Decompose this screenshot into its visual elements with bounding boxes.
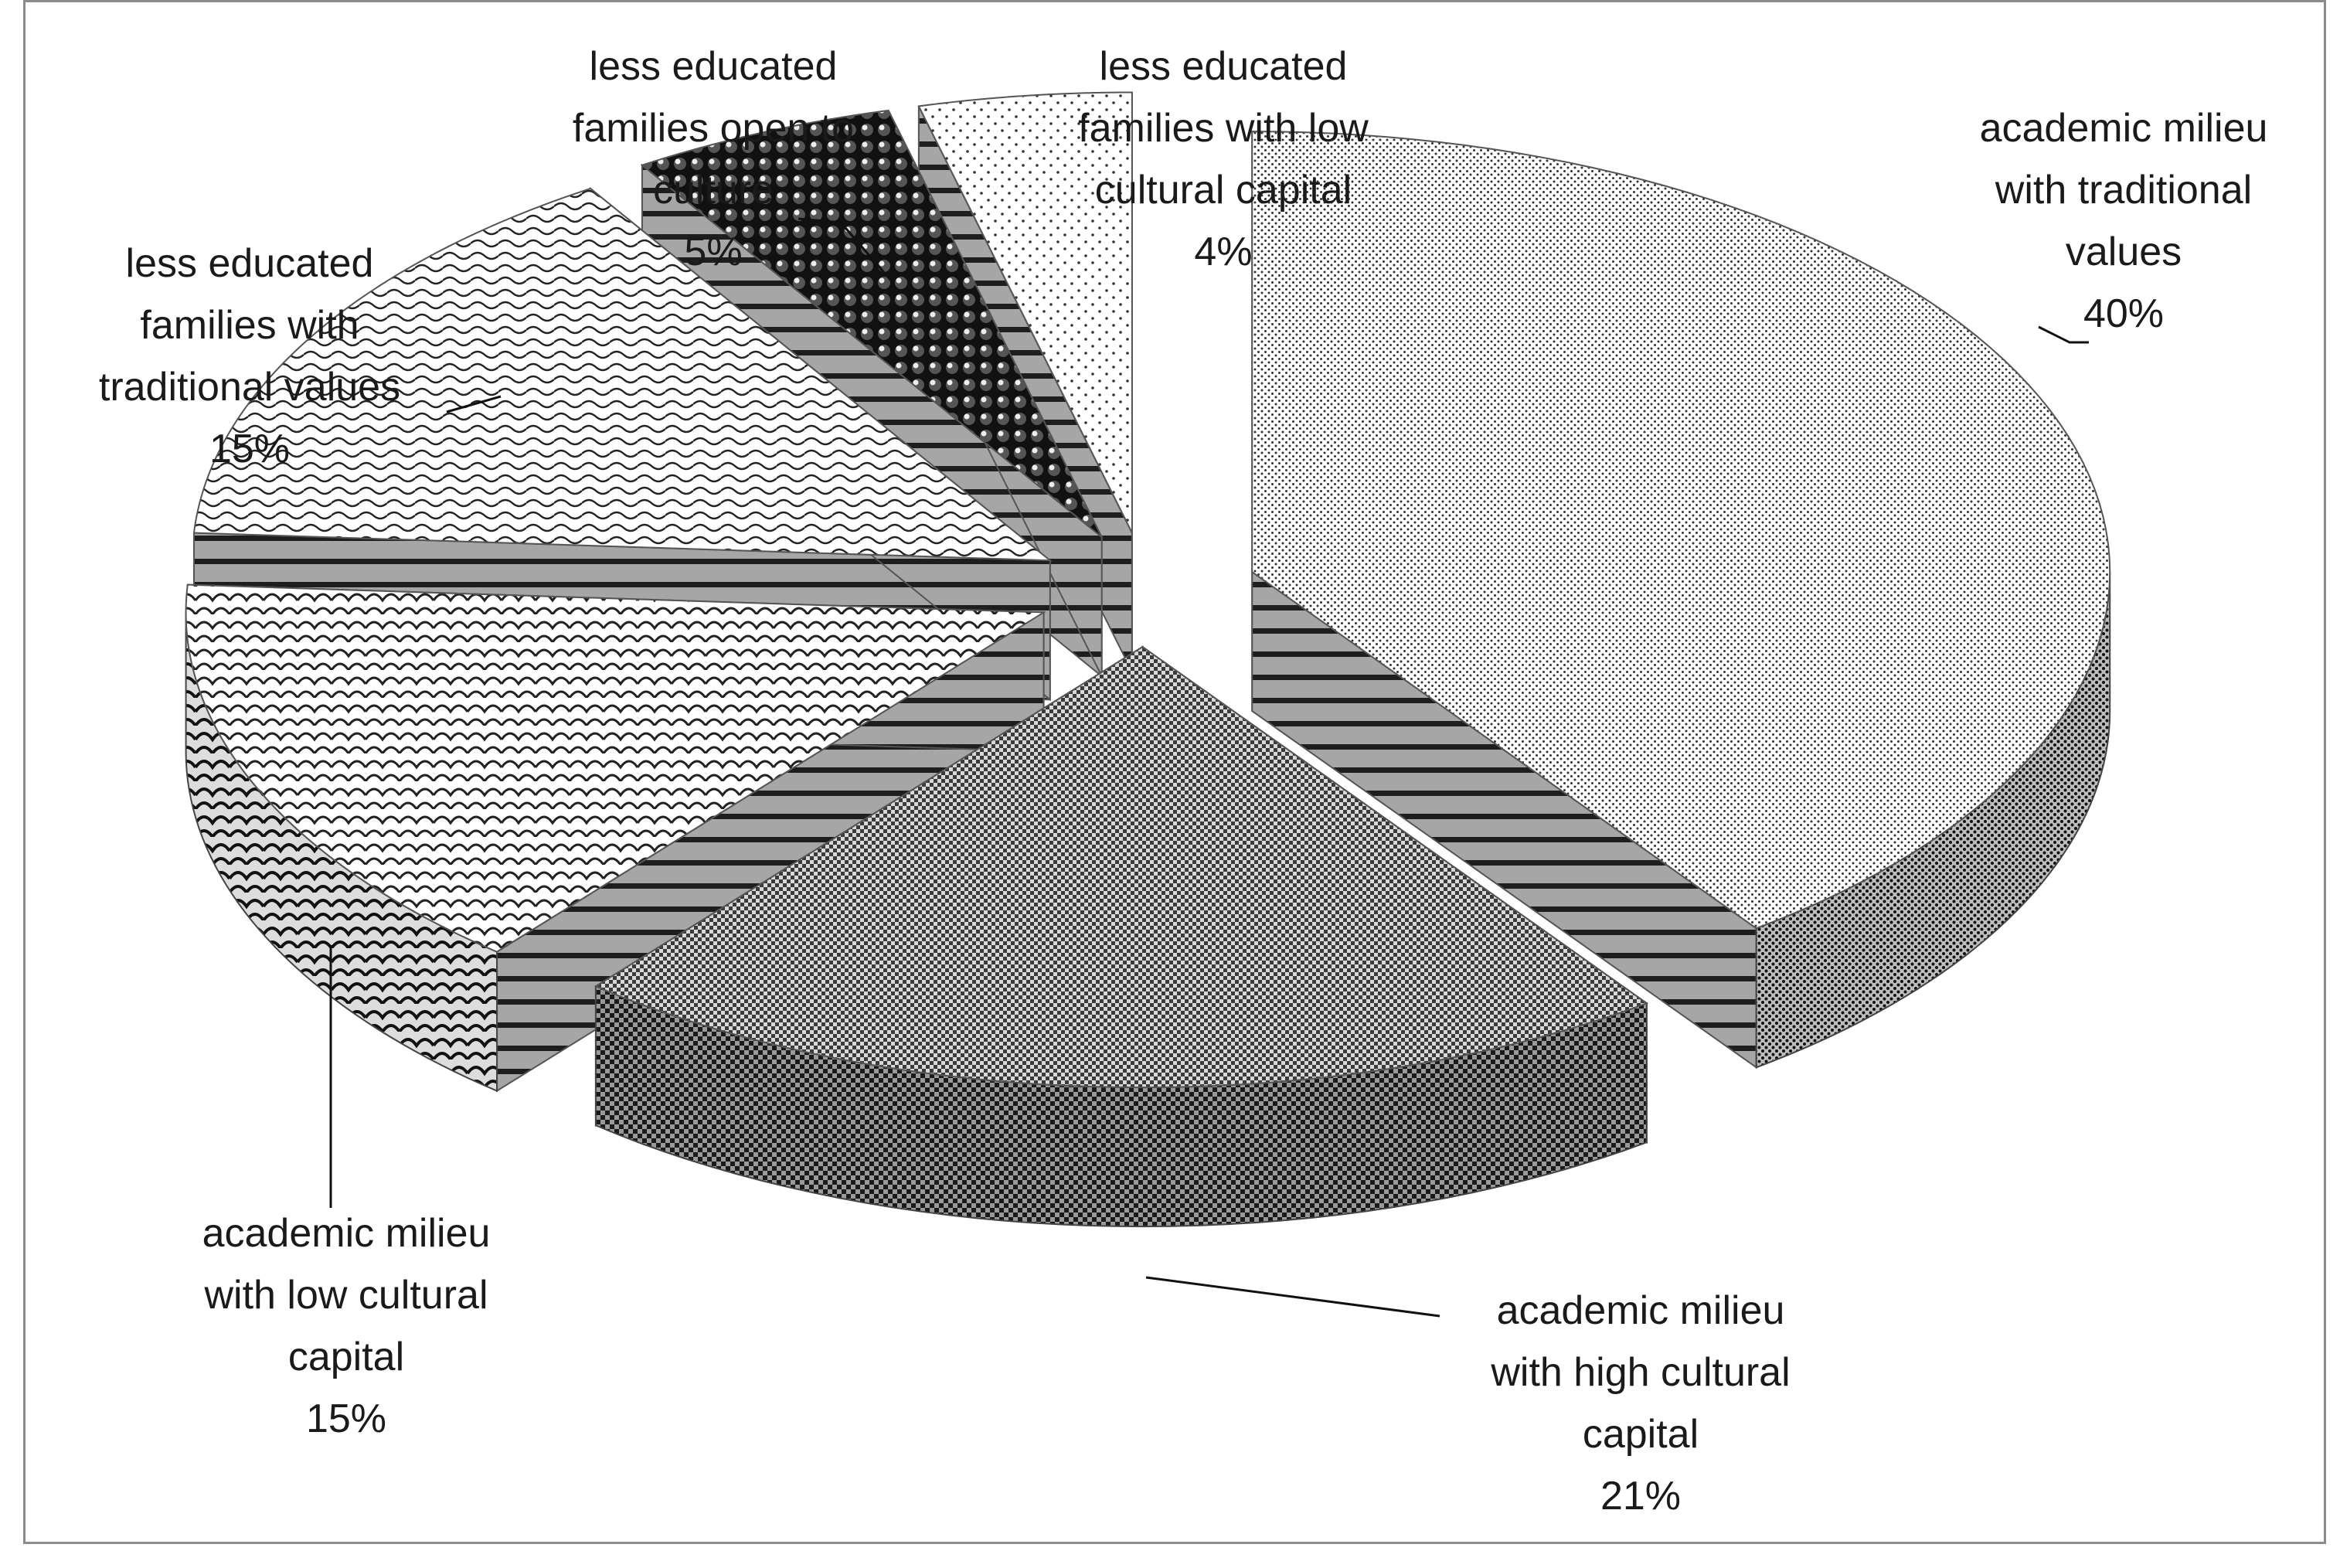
slice-label-line: capital: [288, 1335, 404, 1379]
slice-label: less educated families open to culture 5%: [573, 44, 854, 274]
slice-value-label: 4%: [1194, 230, 1252, 274]
pie-slice: [185, 583, 1046, 1093]
slice-value-label: 40%: [2083, 291, 2164, 336]
slice-label-line: traditional values: [99, 365, 400, 410]
slice-label-line: values: [2066, 230, 2182, 274]
leader-line: [1145, 1276, 1440, 1318]
slice-label: academic milieu with traditional values 40%: [1980, 106, 2268, 336]
slice-label: less educated families with low cultural c…: [1078, 44, 1369, 274]
slice-label-line: with traditional: [1995, 168, 2252, 213]
slice-label-line: academic milieu: [1497, 1288, 1785, 1333]
slice-label-line: with low cultural: [203, 1273, 488, 1318]
pie-slice: [594, 645, 1649, 1228]
pie-slice: [1251, 131, 2111, 1070]
slice-value-label: 15%: [306, 1396, 386, 1441]
slice-label-line: culture: [653, 168, 774, 213]
pie-slice-top: [917, 91, 1133, 533]
slice-label-line: less educated: [126, 241, 374, 286]
leader-line: [446, 395, 502, 413]
slice-value-label: 21%: [1600, 1474, 1681, 1519]
chart-frame: academic milieu with traditional values 40%…: [23, 0, 2326, 1544]
pie-slice-top: [185, 583, 1046, 953]
slice-label-line: families with: [140, 303, 359, 348]
pie-chart: academic milieu with traditional values 40%…: [99, 44, 2268, 1519]
slice-label-line: cultural capital: [1095, 168, 1352, 213]
slice-label-line: less educated: [1100, 44, 1348, 89]
leader-lines: [329, 217, 2089, 1318]
pie-slice-top: [192, 187, 1053, 562]
pie-slice-top: [1251, 131, 2111, 930]
slice-label-line: less educated: [590, 44, 838, 89]
slice-label: academic milieu with low cultural capital 1…: [202, 1211, 491, 1441]
leader-line: [2038, 325, 2089, 344]
pie-slice-top: [640, 109, 1103, 538]
slice-label: less educated families with traditional va…: [99, 241, 400, 471]
slice-label-line: capital: [1583, 1412, 1699, 1457]
slice-label-line: with high cultural: [1490, 1350, 1790, 1395]
slice-label: academic milieu with high cultural capital…: [1490, 1288, 1790, 1519]
slice-label-line: families with low: [1078, 106, 1369, 151]
pie-slice-top: [594, 645, 1649, 1089]
slice-label-line: families open to: [573, 106, 854, 151]
slice-label-line: academic milieu: [202, 1211, 491, 1256]
leader-line: [798, 217, 893, 281]
slice-value-label: 15%: [209, 427, 290, 471]
slice-label-line: academic milieu: [1980, 106, 2268, 151]
slice-value-label: 5%: [684, 230, 742, 274]
